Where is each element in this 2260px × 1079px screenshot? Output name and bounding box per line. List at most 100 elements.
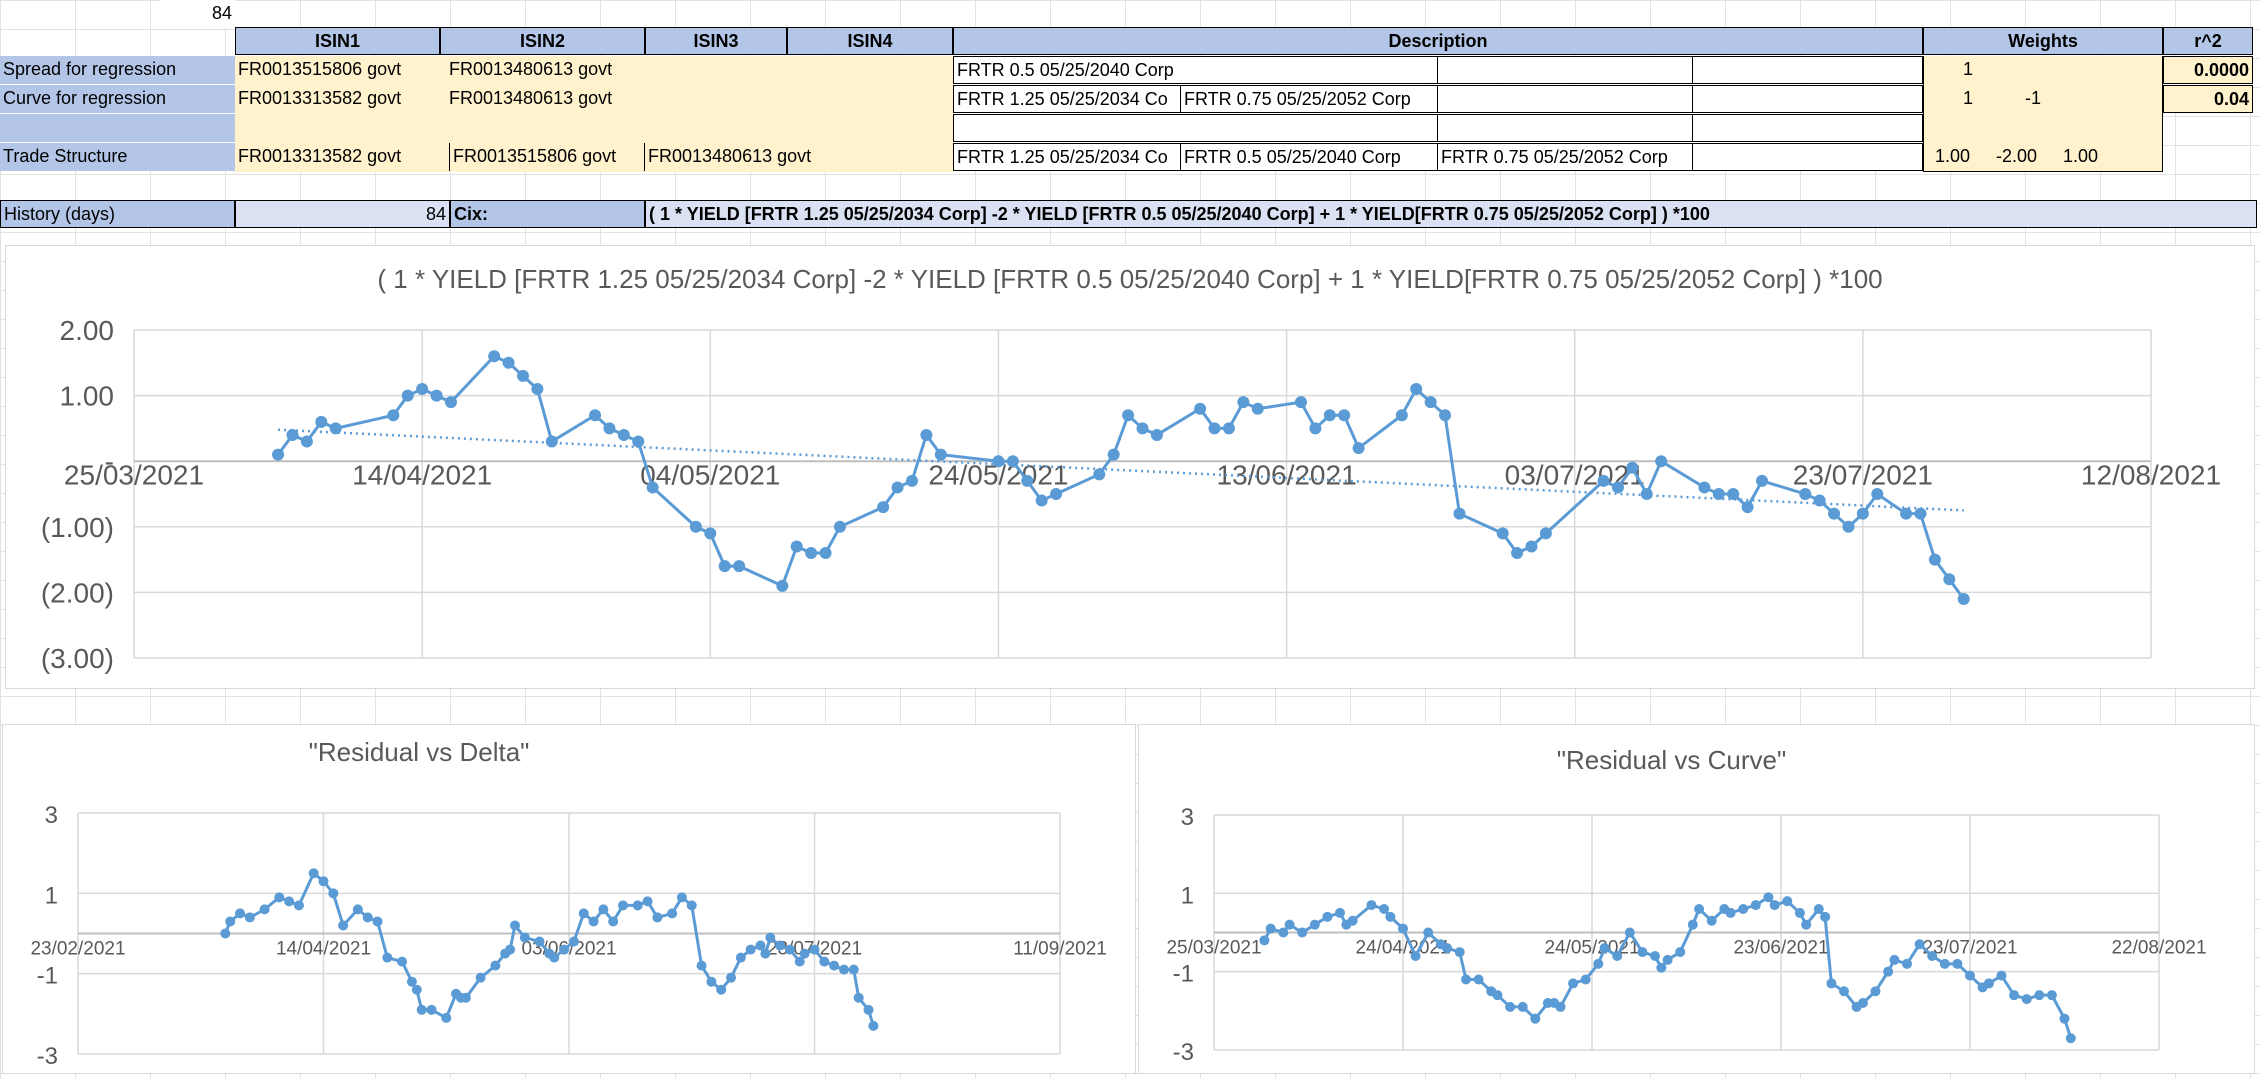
data-point — [1801, 919, 1812, 930]
main-chart-svg: 2.00 1.00 - (1.00) (2.00) (3.00) 25/03/2021 14/… — [41, 315, 2221, 674]
data-point — [1398, 923, 1408, 934]
residual-vs-delta-chart[interactable]: "Residual vs Delta" 3 1 -1 -3 23/02/2021 14/0… — [2, 724, 1136, 1074]
label-blank[interactable] — [0, 114, 235, 142]
blank-desc2[interactable] — [1437, 114, 1693, 142]
data-point — [509, 920, 520, 931]
data-point — [1423, 927, 1434, 938]
cix-formula[interactable]: ( 1 * YIELD [FRTR 1.25 05/25/2034 Corp] … — [645, 200, 2257, 228]
data-point — [735, 952, 746, 963]
header-isin1[interactable]: ISIN1 — [235, 27, 440, 55]
trade-isin2[interactable]: FR0013515806 govt — [450, 143, 645, 171]
data-point — [259, 904, 270, 915]
data-point — [652, 912, 663, 923]
curve-isin2[interactable]: FR0013480613 govt — [446, 85, 651, 113]
data-point — [1957, 592, 1970, 605]
data-point — [1335, 907, 1345, 918]
spread-desc-empty2[interactable] — [1437, 56, 1693, 84]
data-point — [819, 547, 832, 560]
curve-desc1[interactable]: FRTR 1.25 05/25/2034 Co — [953, 85, 1181, 113]
curve-desc2[interactable]: FRTR 0.75 05/25/2052 Corp — [1180, 85, 1438, 113]
blank-desc1[interactable] — [953, 114, 1438, 142]
data-point — [1006, 455, 1019, 468]
y-tick-label: -1 — [1173, 961, 1194, 988]
data-point — [1698, 481, 1711, 494]
curve-isin1[interactable]: FR0013313582 govt — [235, 85, 440, 113]
data-point — [1782, 896, 1793, 907]
spread-isin2[interactable]: FR0013480613 govt — [446, 56, 651, 84]
data-point — [642, 896, 653, 907]
data-point — [1338, 409, 1351, 422]
data-point — [220, 928, 231, 939]
data-point — [1122, 409, 1135, 422]
blank-desc3[interactable] — [1692, 114, 1923, 142]
data-point — [235, 908, 246, 919]
curve-weight2[interactable]: -1 — [2022, 85, 2052, 113]
trade-weight2[interactable]: -2.00 — [1993, 143, 2051, 171]
data-point — [809, 944, 820, 955]
header-r2[interactable]: r^2 — [2163, 27, 2253, 55]
data-point — [1136, 422, 1149, 435]
data-point — [1410, 383, 1423, 396]
trade-desc2[interactable]: FRTR 0.5 05/25/2040 Corp — [1180, 143, 1438, 171]
data-point — [1505, 1001, 1516, 1012]
trade-weight1[interactable]: 1.00 — [1932, 143, 1984, 171]
trade-desc-empty4[interactable] — [1692, 143, 1923, 171]
trade-isin3[interactable]: FR0013480613 govt — [645, 143, 953, 171]
label-curve-regression[interactable]: Curve for regression — [0, 85, 235, 113]
y-tick-label: 2.00 — [60, 315, 115, 346]
spread-r2[interactable]: 0.0000 — [2163, 56, 2253, 84]
x-tick-label: 22/08/2021 — [2111, 938, 2206, 959]
data-point — [1662, 954, 1673, 965]
data-point — [1943, 573, 1956, 586]
label-trade-structure[interactable]: Trade Structure — [0, 143, 235, 171]
data-point — [2009, 990, 2020, 1001]
curve-r2[interactable]: 0.04 — [2163, 85, 2253, 113]
data-point — [1883, 966, 1894, 977]
data-point — [372, 916, 383, 927]
curve-weight1[interactable]: 1 — [1960, 85, 1990, 113]
cell-top-value[interactable]: 84 — [160, 0, 235, 28]
data-point — [745, 944, 756, 955]
data-point — [2046, 990, 2057, 1001]
data-point — [868, 1020, 879, 1031]
header-isin4[interactable]: ISIN4 — [787, 27, 953, 55]
data-point — [632, 435, 645, 448]
header-weights[interactable]: Weights — [1923, 27, 2163, 55]
trade-isin1[interactable]: FR0013313582 govt — [235, 143, 450, 171]
trade-desc3[interactable]: FRTR 0.75 05/25/2052 Corp — [1437, 143, 1693, 171]
data-point — [1939, 958, 1950, 969]
header-description[interactable]: Description — [953, 27, 1923, 55]
curve-desc-empty3[interactable] — [1437, 85, 1693, 113]
data-point — [490, 960, 501, 971]
data-point — [603, 422, 616, 435]
spread-isin1[interactable]: FR0013515806 govt — [235, 56, 440, 84]
header-isin2[interactable]: ISIN2 — [440, 27, 645, 55]
spread-desc1[interactable]: FRTR 0.5 05/25/2040 Corp — [953, 56, 1438, 84]
history-days-value[interactable]: 84 — [235, 200, 450, 228]
data-point — [272, 448, 285, 461]
label-history-days[interactable]: History (days) — [0, 200, 235, 228]
spread-desc-empty3[interactable] — [1692, 56, 1923, 84]
x-tick-label: 12/08/2021 — [2081, 460, 2221, 491]
trade-weight3[interactable]: 1.00 — [2060, 143, 2112, 171]
x-tick-label: 23/07/2021 — [1793, 460, 1933, 491]
series-line — [276, 354, 1965, 600]
trade-desc1[interactable]: FRTR 1.25 05/25/2034 Co — [953, 143, 1181, 171]
data-point — [315, 415, 328, 428]
data-point — [863, 1004, 874, 1015]
main-chart[interactable]: ( 1 * YIELD [FRTR 1.25 05/25/2034 Corp] … — [5, 245, 2255, 689]
cix-label[interactable]: Cix: — [450, 200, 645, 228]
residual-vs-curve-chart[interactable]: "Residual vs Curve" 3 1 -1 -3 25/03/2021 24/0… — [1138, 724, 2255, 1074]
data-point — [1294, 396, 1307, 409]
header-isin3[interactable]: ISIN3 — [645, 27, 787, 55]
data-point — [934, 448, 947, 461]
data-point — [755, 940, 766, 951]
data-point — [1799, 488, 1812, 500]
data-point — [905, 474, 918, 487]
curve-desc-empty4[interactable] — [1692, 85, 1923, 113]
spread-weight1[interactable]: 1 — [1960, 56, 1990, 84]
data-point — [1839, 986, 1849, 997]
label-spread-regression[interactable]: Spread for regression — [0, 56, 235, 84]
data-point — [430, 389, 443, 402]
data-point — [1322, 911, 1333, 922]
